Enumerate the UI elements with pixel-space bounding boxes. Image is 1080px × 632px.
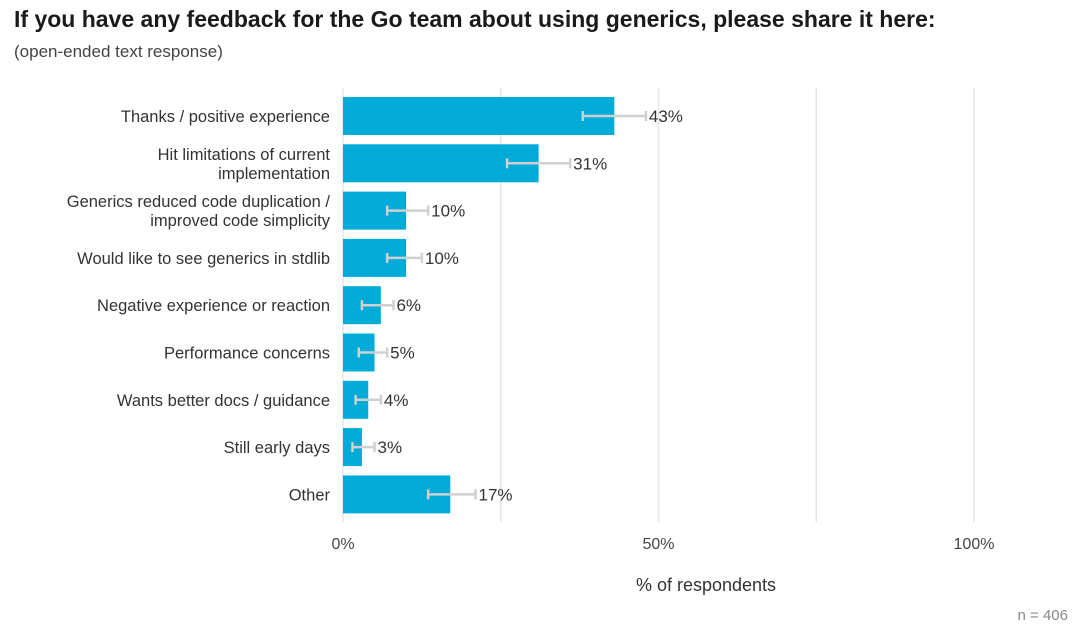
value-label: 10% (425, 249, 459, 268)
error-bar (351, 442, 376, 453)
error-bars (351, 111, 648, 500)
value-label: 17% (479, 485, 513, 504)
value-label: 10% (431, 202, 465, 221)
x-tick-label: 50% (642, 536, 674, 553)
category-label: Other (289, 486, 331, 504)
x-tick-label: 100% (954, 536, 995, 553)
chart-title: If you have any feedback for the Go team… (14, 6, 936, 32)
category-label: Still early days (224, 439, 330, 457)
value-label: 5% (390, 344, 415, 363)
value-label: 43% (649, 107, 683, 126)
value-label: 3% (378, 438, 403, 457)
category-label: Wants better docs / guidance (117, 392, 330, 410)
error-bar (357, 347, 389, 358)
error-bar (581, 111, 648, 121)
error-bar (360, 300, 395, 311)
error-bar (385, 252, 424, 263)
sample-size-label: n = 406 (1017, 607, 1068, 624)
value-label: 6% (396, 296, 421, 315)
value-label: 4% (384, 391, 409, 410)
category-label: Would like to see generics in stdlib (77, 250, 330, 268)
x-tick-label: 0% (331, 536, 354, 553)
labels: 0% 50% 100% 43% Thanks / positive experience… (67, 107, 995, 553)
category-label: Hit limitations of current implementation (158, 146, 331, 183)
category-label: Generics reduced code duplication / impro… (67, 193, 331, 230)
x-axis-title: % of respondents (636, 575, 776, 595)
error-bar (385, 205, 430, 216)
bars (343, 97, 615, 514)
error-bar (426, 489, 477, 500)
chart-subtitle: (open-ended text response) (14, 42, 223, 61)
category-label: Thanks / positive experience (121, 108, 330, 126)
error-bar (505, 158, 572, 169)
error-bar (354, 394, 383, 405)
category-label: Performance concerns (164, 345, 330, 363)
value-label: 31% (573, 154, 607, 173)
category-label: Negative experience or reaction (97, 297, 330, 315)
bar (343, 97, 615, 135)
